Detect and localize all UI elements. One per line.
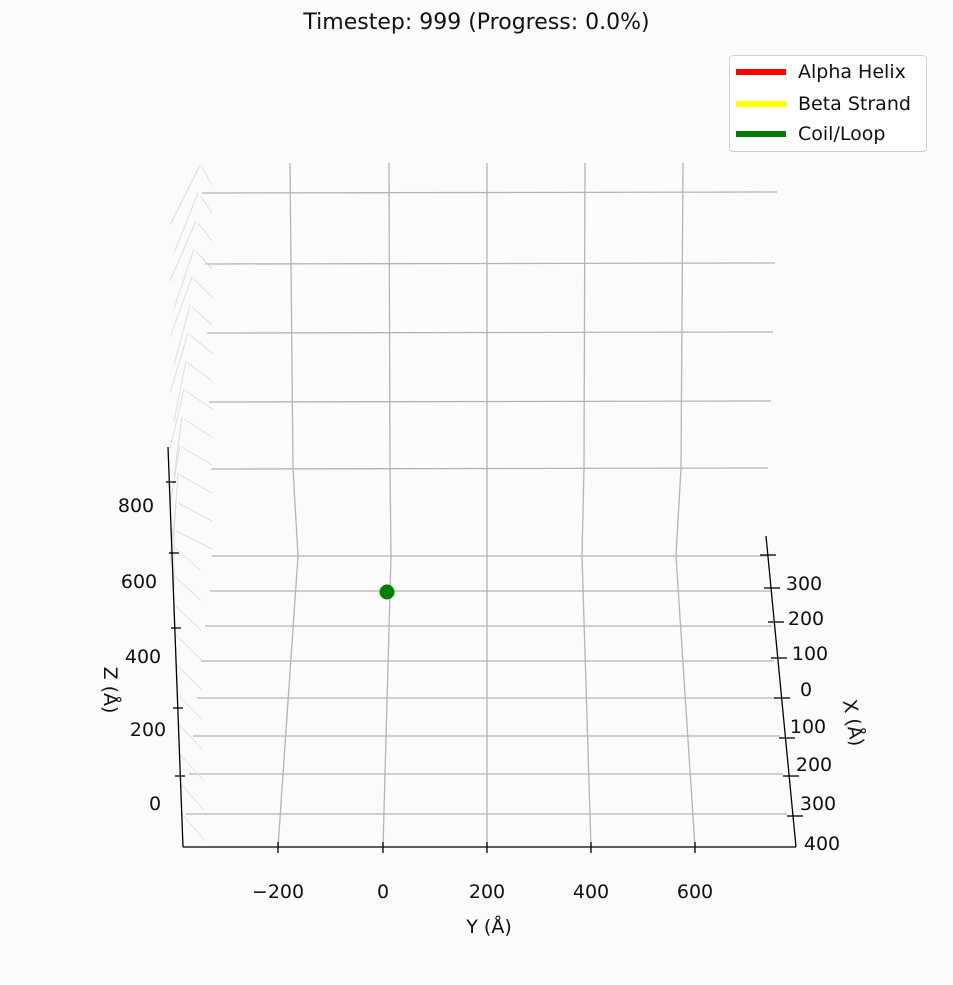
x-tick-label: 100 [792, 643, 828, 665]
grid-line [175, 634, 202, 661]
x-tick-label: 400 [804, 833, 840, 855]
grid-line [176, 664, 203, 691]
grid-line [199, 194, 213, 214]
grid-line [181, 784, 205, 811]
legend-item-coil-loop: Coil/Loop [736, 123, 885, 145]
grid-line [177, 694, 203, 721]
legend-swatch [736, 101, 786, 107]
grid-line [169, 500, 177, 562]
z-axis-line [167, 446, 184, 848]
chart-title: Timestep: 999 (Progress: 0.0%) [303, 10, 650, 35]
grid-line [177, 502, 213, 522]
y-tick-label: 200 [469, 881, 505, 903]
grid-line [382, 162, 392, 848]
grid-line [208, 400, 772, 403]
grid-line [169, 164, 201, 226]
y-tick-label: 600 [677, 881, 713, 903]
grid-line [277, 162, 299, 848]
data-points [379, 584, 395, 600]
grid-line [174, 604, 202, 631]
y-tick-label: 0 [377, 881, 389, 903]
grid-line [191, 306, 213, 326]
grid-line [187, 362, 213, 382]
grid-line [172, 574, 201, 601]
grid-line [173, 360, 187, 422]
legend-swatch [736, 131, 786, 137]
grid-line [182, 814, 205, 841]
grid-line [169, 220, 197, 282]
grid-line [181, 446, 213, 466]
grid-line [581, 162, 592, 848]
legend-item-alpha-helix: Alpha Helix [736, 61, 906, 83]
grid-line [204, 262, 776, 265]
tick-labels: −200 0 200 400 600 0 200 400 600 800 300 200 100 0 100… [118, 495, 840, 903]
y-tick-label: 400 [573, 881, 609, 903]
x-tick-label: 100 [790, 716, 826, 738]
grid-line [183, 418, 213, 438]
grid-lines [169, 162, 787, 848]
grid-line [173, 248, 195, 310]
legend-item-beta-strand: Beta Strand [736, 93, 911, 115]
grid-line [201, 166, 213, 186]
x-tick-label: 300 [800, 793, 836, 815]
grid-line [185, 390, 213, 410]
grid-line [169, 332, 189, 394]
grid-line [180, 754, 204, 781]
grid-line [173, 416, 183, 478]
grid-line [169, 276, 193, 338]
axis-lines [166, 446, 803, 853]
z-tick-label: 400 [125, 646, 161, 668]
z-tick-label: 600 [121, 571, 157, 593]
x-axis-label: X (Å) [838, 698, 869, 748]
x-tick-label: 300 [786, 573, 822, 595]
y-axis-label: Y (Å) [465, 915, 511, 938]
grid-line [210, 467, 769, 470]
x-tick-label: 0 [800, 679, 812, 701]
grid-line [173, 304, 191, 366]
data-point-coil-loop [379, 584, 395, 600]
grid-line [675, 162, 696, 848]
grid-line [206, 331, 774, 334]
legend-label: Coil/Loop [798, 123, 886, 145]
x-tick-label: 200 [788, 608, 824, 630]
grid-line [171, 544, 201, 571]
grid-line [169, 388, 185, 450]
z-tick-label: 200 [130, 719, 166, 741]
grid-line [195, 250, 213, 270]
grid-line [179, 474, 213, 494]
axis-labels: Y (Å) Z (Å) X (Å) [99, 667, 869, 938]
grid-line [178, 724, 204, 751]
z-axis-label: Z (Å) [99, 667, 122, 714]
legend-swatch [736, 69, 786, 75]
grid-line [175, 530, 213, 550]
legend-label: Alpha Helix [798, 61, 906, 83]
grid-line [169, 444, 181, 506]
z-tick-label: 800 [118, 495, 154, 517]
grid-line [197, 222, 213, 242]
y-tick-label: −200 [252, 881, 304, 903]
grid-line [201, 191, 778, 194]
grid-line [193, 278, 213, 298]
legend-label: Beta Strand [798, 93, 911, 115]
legend: Alpha Helix Beta Strand Coil/Loop [729, 55, 927, 152]
grid-line [173, 192, 199, 254]
z-tick-label: 0 [149, 793, 161, 815]
grid-line [189, 334, 213, 354]
x-tick-label: 200 [796, 754, 832, 776]
